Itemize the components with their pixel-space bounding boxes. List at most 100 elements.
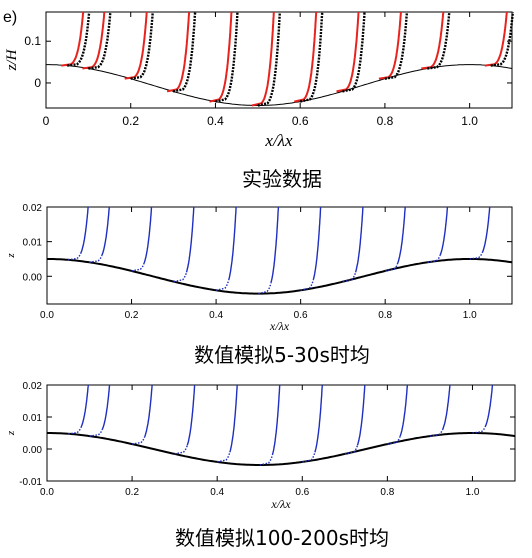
velocity-profile-red — [421, 11, 445, 70]
velocity-profile — [399, 384, 409, 437]
velocity-profile-black — [299, 11, 324, 103]
y-tick-label: 0.1 — [24, 34, 41, 48]
velocity-profile — [397, 206, 406, 264]
bed-profile-line — [47, 258, 513, 295]
y-axis-label: z — [5, 253, 17, 259]
velocity-profile-dotted — [259, 454, 274, 466]
velocity-profile — [312, 206, 322, 281]
velocity-profile-black — [257, 11, 281, 107]
x-axis-label: x/λx — [264, 131, 293, 150]
velocity-profile-dotted — [258, 282, 272, 295]
panel-2: 0.0 0.2 0.4 0.6 0.8 1.0 0.00 0.01 0.02 x/λx z 数值模拟5… — [5, 203, 513, 367]
x-tick-label: 1.0 — [466, 487, 480, 498]
x-tick-label: 0.2 — [122, 114, 139, 128]
velocity-profile — [481, 206, 491, 253]
velocity-profile-red — [378, 11, 402, 80]
x-tick-label: 0.4 — [210, 487, 224, 498]
velocity-profile-dotted — [173, 272, 188, 283]
y-axis-label: z/H — [4, 48, 20, 71]
y-tick-label: 0.01 — [23, 238, 43, 249]
velocity-profile — [185, 206, 195, 273]
x-tick-label: 0.4 — [209, 310, 223, 321]
velocity-profile — [80, 206, 89, 254]
x-tick-label: 0 — [43, 114, 50, 128]
velocity-profile-red — [209, 11, 233, 103]
velocity-profile-black — [490, 11, 514, 67]
velocity-profile-dotted — [174, 445, 188, 455]
panel-label: e) — [3, 9, 17, 26]
velocity-profile — [271, 384, 281, 456]
velocity-profile — [228, 206, 237, 281]
velocity-profile-dotted — [89, 255, 103, 263]
y-tick-label: 0 — [34, 76, 41, 90]
panel-caption: 数值模拟100-200s时均 — [175, 526, 389, 550]
bed-profile-line — [46, 64, 513, 106]
velocity-profile-red — [61, 11, 85, 67]
velocity-profile — [144, 384, 153, 437]
x-tick-label: 0.8 — [377, 114, 394, 128]
velocity-profile — [270, 206, 280, 283]
velocity-profile-black — [67, 11, 91, 67]
velocity-profile — [439, 206, 449, 256]
x-tick-label: 0.0 — [40, 310, 54, 321]
velocity-profile-dotted — [67, 252, 82, 261]
x-tick-label: 0.0 — [40, 487, 54, 498]
velocity-profile-dotted — [472, 426, 486, 434]
panel-caption: 数值模拟5-30s时均 — [194, 343, 370, 367]
velocity-profile-black — [172, 11, 197, 93]
velocity-profile-red — [293, 11, 318, 103]
velocity-profile-black — [384, 11, 409, 80]
velocity-profile-red — [336, 11, 360, 93]
velocity-profile-dotted — [217, 452, 231, 463]
velocity-profile-dotted — [427, 255, 441, 263]
velocity-profile-dotted — [131, 262, 145, 272]
velocity-profile — [484, 384, 494, 428]
velocity-profile-black — [130, 11, 154, 80]
panel-3: 0.0 0.2 0.4 0.6 0.8 1.0 -0.01 0.00 0.01 0.02 x/λx z… — [5, 381, 516, 550]
velocity-profile — [441, 384, 451, 430]
velocity-profile — [354, 206, 364, 273]
x-tick-label: 0.8 — [378, 310, 392, 321]
velocity-profile-dotted — [469, 252, 484, 260]
x-tick-label: 0.8 — [380, 487, 394, 498]
y-tick-label: -0.01 — [19, 477, 42, 488]
velocity-profile-dotted — [89, 429, 103, 437]
velocity-profile-black — [88, 11, 112, 70]
x-tick-label: 1.0 — [463, 310, 477, 321]
velocity-profile-dotted — [215, 279, 230, 291]
velocity-profile-black — [427, 11, 451, 70]
velocity-profile-dotted — [429, 429, 444, 437]
velocity-profile — [80, 384, 89, 428]
velocity-profile-dotted — [68, 427, 82, 435]
y-tick-label: 0.01 — [23, 413, 43, 424]
velocity-profile-dotted — [344, 445, 359, 455]
velocity-profile — [356, 384, 366, 446]
velocity-profile-dotted — [342, 272, 357, 283]
velocity-profile-dotted — [300, 279, 314, 291]
velocity-profile-red — [484, 11, 508, 67]
velocity-profile — [314, 384, 323, 453]
panel-caption: 实验数据 — [242, 167, 322, 191]
velocity-profile — [229, 384, 238, 453]
velocity-profile-black — [342, 11, 366, 93]
y-tick-label: 0.02 — [23, 203, 43, 214]
x-tick-label: 1.0 — [461, 114, 478, 128]
velocity-profile — [186, 384, 196, 446]
y-tick-label: 0.02 — [23, 381, 43, 392]
velocity-profile-red — [82, 11, 106, 70]
x-tick-label: 0.4 — [207, 114, 224, 128]
velocity-profile-dotted — [385, 262, 399, 272]
bed-profile-line — [47, 432, 516, 466]
x-tick-label: 0.6 — [294, 310, 308, 321]
x-tick-label: 0.6 — [292, 114, 309, 128]
velocity-profile — [143, 206, 153, 264]
velocity-profile-black — [215, 11, 239, 103]
velocity-profile-red — [166, 11, 191, 93]
velocity-profile-red — [251, 11, 275, 107]
velocity-profile-red — [124, 11, 148, 80]
x-axis-label: x/λx — [269, 319, 290, 333]
y-tick-label: 0.00 — [23, 272, 43, 283]
x-tick-label: 0.2 — [125, 487, 139, 498]
velocity-profile — [101, 206, 110, 256]
velocity-profile-dotted — [302, 452, 316, 463]
